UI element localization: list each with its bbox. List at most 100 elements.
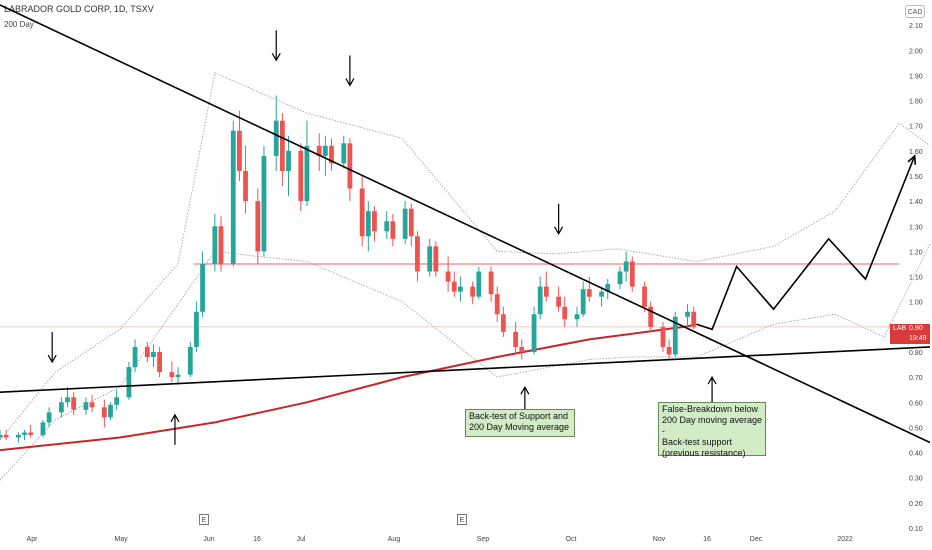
candle-body <box>372 211 377 232</box>
candle-body <box>427 246 433 272</box>
candle <box>623 251 629 282</box>
annotation-backtest: Back-test of Support and 200 Day Moving … <box>465 409 575 437</box>
candle <box>58 397 64 418</box>
candle-body <box>0 434 3 438</box>
candle-body <box>16 434 21 438</box>
earnings-marker[interactable]: E <box>199 514 209 525</box>
candle-body <box>169 372 175 378</box>
price-tag: LAB 0.90 19:49 <box>890 324 930 344</box>
candle <box>672 311 678 358</box>
arrow-head <box>554 226 564 236</box>
annotation-line: Back-test of Support and <box>469 411 569 421</box>
candle-body <box>83 402 89 410</box>
annotation-line: - <box>662 426 665 436</box>
candle <box>666 339 672 360</box>
candle <box>255 188 261 264</box>
arrow-head <box>170 413 180 423</box>
candle-body <box>261 155 267 252</box>
x-tick-label: 16 <box>253 536 261 543</box>
candle <box>457 276 463 302</box>
candle-body <box>457 286 463 292</box>
candle-body <box>672 316 678 355</box>
y-tick-label: 0.50 <box>909 425 923 432</box>
candle <box>144 341 150 363</box>
candle <box>243 145 248 214</box>
down-arrow <box>47 332 57 364</box>
price-tag-symbol: LAB <box>893 325 907 332</box>
annotation-line: 200 Day moving average <box>662 415 763 425</box>
candle-body <box>89 402 95 408</box>
candle-body <box>46 412 52 423</box>
candle <box>237 110 242 182</box>
candle <box>415 231 420 282</box>
candle-body <box>537 286 543 315</box>
candle-body <box>132 346 138 368</box>
x-tick-label: Aug <box>388 536 401 543</box>
candle <box>580 281 586 317</box>
candle <box>65 387 70 408</box>
candle-body <box>286 150 291 171</box>
candle-body <box>617 271 623 285</box>
candle <box>605 279 611 300</box>
candle-body <box>451 281 457 292</box>
candle <box>660 321 666 352</box>
candle-body <box>341 143 347 164</box>
candle-body <box>543 286 549 297</box>
candle <box>230 120 236 267</box>
x-tick-label: Nov <box>653 536 666 543</box>
candle <box>470 281 476 305</box>
x-axis: Apr May Jun 16 Jul Aug Sep Oct Nov 16 Dec 2022 <box>27 536 853 543</box>
candle <box>169 362 175 383</box>
candle-body <box>629 261 635 287</box>
candle-body <box>365 211 371 237</box>
candle-body <box>500 314 506 332</box>
candle-body <box>445 271 451 282</box>
candle <box>126 362 132 400</box>
candle-body <box>28 432 34 435</box>
earnings-marker[interactable]: E <box>457 514 467 525</box>
candle <box>451 271 457 297</box>
candle-body <box>3 434 9 438</box>
x-tick-label: Jun <box>203 536 214 543</box>
candle <box>28 424 34 438</box>
currency-badge[interactable]: CAD <box>905 5 925 18</box>
arrow-head <box>707 375 717 385</box>
annotation-line: 200 Day Moving average <box>469 422 570 432</box>
candle <box>304 120 310 207</box>
chart-title: LABRADOR GOLD CORP, 1D, TSXV <box>4 4 154 14</box>
candle-body <box>605 284 611 292</box>
candle-body <box>279 120 285 171</box>
x-tick-label: May <box>114 536 128 543</box>
candle <box>574 306 580 327</box>
candle-body <box>648 306 654 327</box>
candle-body <box>488 271 494 295</box>
indicator-label: 200 Day <box>4 20 34 29</box>
arrows <box>47 30 717 445</box>
candle <box>685 304 690 327</box>
candle-body <box>273 120 279 156</box>
candle <box>359 175 365 247</box>
candle-body <box>322 145 328 156</box>
candle <box>298 143 304 212</box>
candle <box>488 266 494 302</box>
candle-body <box>175 374 181 378</box>
candle <box>531 306 537 355</box>
x-tick-label: Sep <box>477 536 490 543</box>
candle <box>617 266 623 290</box>
candle <box>175 367 181 385</box>
candle <box>476 266 482 300</box>
candle-body <box>642 286 647 307</box>
projection-path <box>696 155 916 331</box>
candle-body <box>347 143 353 189</box>
candle <box>329 138 334 171</box>
candle-body <box>114 397 120 405</box>
x-tick-label: Jul <box>297 536 306 543</box>
candle <box>40 419 46 438</box>
y-tick-label: 0.40 <box>909 451 923 458</box>
candle <box>151 344 156 368</box>
candle <box>114 389 120 410</box>
candle-body <box>40 422 46 435</box>
y-tick-label: 0.10 <box>909 526 923 533</box>
candles <box>0 95 697 443</box>
